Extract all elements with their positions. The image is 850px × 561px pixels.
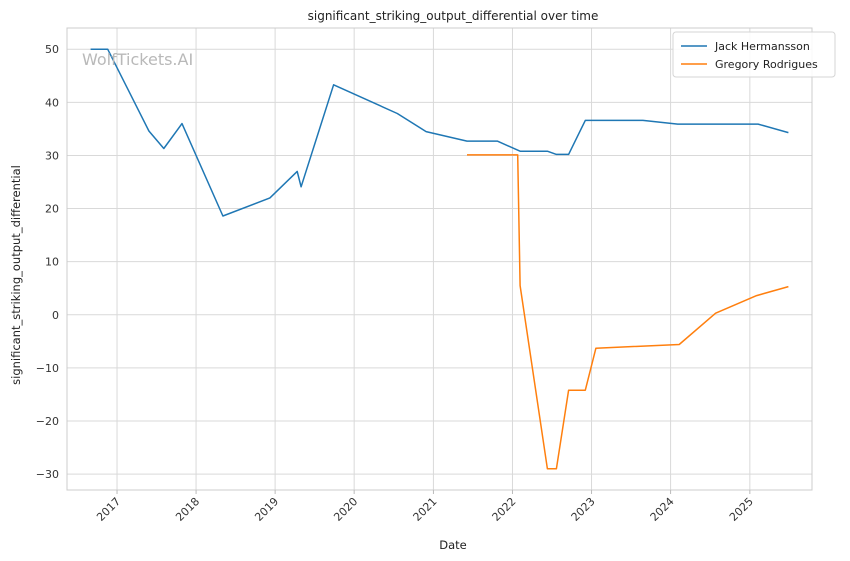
x-tick-label: 2023: [569, 495, 598, 524]
y-tick-label: −30: [36, 468, 59, 481]
legend-box: [672, 31, 836, 78]
chart-title: significant_striking_output_differential…: [308, 9, 599, 23]
y-axis: −30 −20 −10 0 10 20 30 40 50: [36, 43, 59, 481]
y-tick-label: 20: [45, 203, 59, 216]
plot-area: [66, 27, 813, 491]
x-axis: 2017 2018 2019 2020 2021 2022 2023 2024 2025: [94, 490, 756, 524]
x-tick-label: 2022: [490, 495, 519, 524]
series-line-gregory-rodrigues: [467, 154, 789, 470]
legend: Jack Hermansson Gregory Rodrigues: [672, 31, 836, 78]
x-tick-label: 2018: [173, 495, 202, 524]
y-tick-label: 0: [52, 309, 59, 322]
y-tick-label: −10: [36, 362, 59, 375]
y-axis-title: significant_striking_output_differential: [9, 165, 23, 385]
legend-label-gregory-rodrigues: Gregory Rodrigues: [715, 58, 818, 71]
watermark: WolfTickets.AI: [82, 50, 193, 69]
series-line-jack-hermansson: [90, 48, 789, 217]
y-tick-label: 30: [45, 149, 59, 162]
x-tick-label: 2019: [252, 495, 281, 524]
y-tick-label: 50: [45, 43, 59, 56]
x-axis-title: Date: [439, 538, 467, 552]
x-tick-label: 2020: [331, 495, 360, 524]
legend-label-jack-hermansson: Jack Hermansson: [714, 40, 810, 53]
x-tick-label: 2021: [411, 495, 440, 524]
y-tick-label: 10: [45, 256, 59, 269]
x-tick-label: 2025: [727, 495, 756, 524]
y-tick-label: 40: [45, 96, 59, 109]
x-tick-label: 2024: [648, 495, 677, 524]
y-tick-label: −20: [36, 415, 59, 428]
grid-lines: [67, 28, 812, 490]
x-tick-label: 2017: [94, 495, 123, 524]
series-layer: [90, 48, 789, 470]
